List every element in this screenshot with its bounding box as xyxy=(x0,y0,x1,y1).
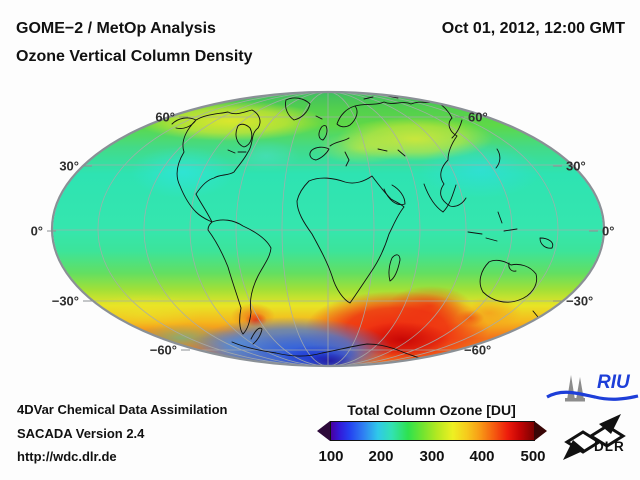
colorbar-tick-100: 100 xyxy=(318,448,344,465)
lat-label-left-30: 30° xyxy=(59,158,79,174)
colorbar-tick-400: 400 xyxy=(469,448,495,465)
lat-label-right-0: 0° xyxy=(602,223,615,239)
continent-outlines xyxy=(171,94,554,359)
lat-tick xyxy=(83,165,92,167)
riu-logo-text: RIU xyxy=(597,372,630,393)
footer-line-2: SACADA Version 2.4 xyxy=(17,426,145,441)
datetime-stamp: Oct 01, 2012, 12:00 GMT xyxy=(441,20,625,37)
map-boundary xyxy=(50,90,606,368)
colorbar: Total Column Ozone [DU] 100 200 300 400 … xyxy=(317,400,557,470)
colorbar-gradient xyxy=(330,421,535,441)
lat-tick xyxy=(553,300,562,302)
title-line-2: Ozone Vertical Column Density xyxy=(16,48,253,65)
lat-tick xyxy=(589,230,598,232)
title-line-1: GOME−2 / MetOp Analysis xyxy=(16,20,216,37)
riu-cathedral-wave-icon xyxy=(546,375,639,402)
footer-line-1: 4DVar Chemical Data Assimilation xyxy=(17,402,228,417)
dlr-logo: DLR xyxy=(555,408,640,466)
lat-tick xyxy=(47,230,56,232)
ozone-hole-region xyxy=(188,317,392,366)
lat-tick xyxy=(455,116,464,118)
colorbar-arrow-left xyxy=(317,421,330,441)
lat-label-right-m60: −60° xyxy=(464,342,492,358)
colorbar-tick-200: 200 xyxy=(368,448,394,465)
lat-tick xyxy=(553,165,562,167)
dlr-logo-text: DLR xyxy=(594,439,625,454)
colorbar-title: Total Column Ozone [DU] xyxy=(347,402,516,418)
colorbar-arrow-right xyxy=(534,421,547,441)
colorbar-tick-500: 500 xyxy=(520,448,546,465)
lat-label-right-60: 60° xyxy=(468,109,488,125)
lat-label-right-m30: −30° xyxy=(566,293,594,309)
lat-label-right-30: 30° xyxy=(566,158,586,174)
lat-label-left-m30: −30° xyxy=(51,293,79,309)
lat-tick xyxy=(181,349,190,351)
riu-logo: RIU xyxy=(545,369,640,411)
ozone-anomalies-south xyxy=(87,286,522,366)
dlr-mark-icon xyxy=(563,414,626,460)
lat-label-left-m60: −60° xyxy=(149,342,177,358)
lat-label-left-0: 0° xyxy=(30,223,43,239)
ozone-anomalies-north xyxy=(131,101,542,198)
lat-label-left-60: 60° xyxy=(155,109,175,125)
colorbar-tick-300: 300 xyxy=(419,448,445,465)
lat-tick xyxy=(179,116,188,118)
lat-tick xyxy=(451,349,460,351)
lat-tick xyxy=(83,300,92,302)
footer-line-3: http://wdc.dlr.de xyxy=(17,449,117,464)
